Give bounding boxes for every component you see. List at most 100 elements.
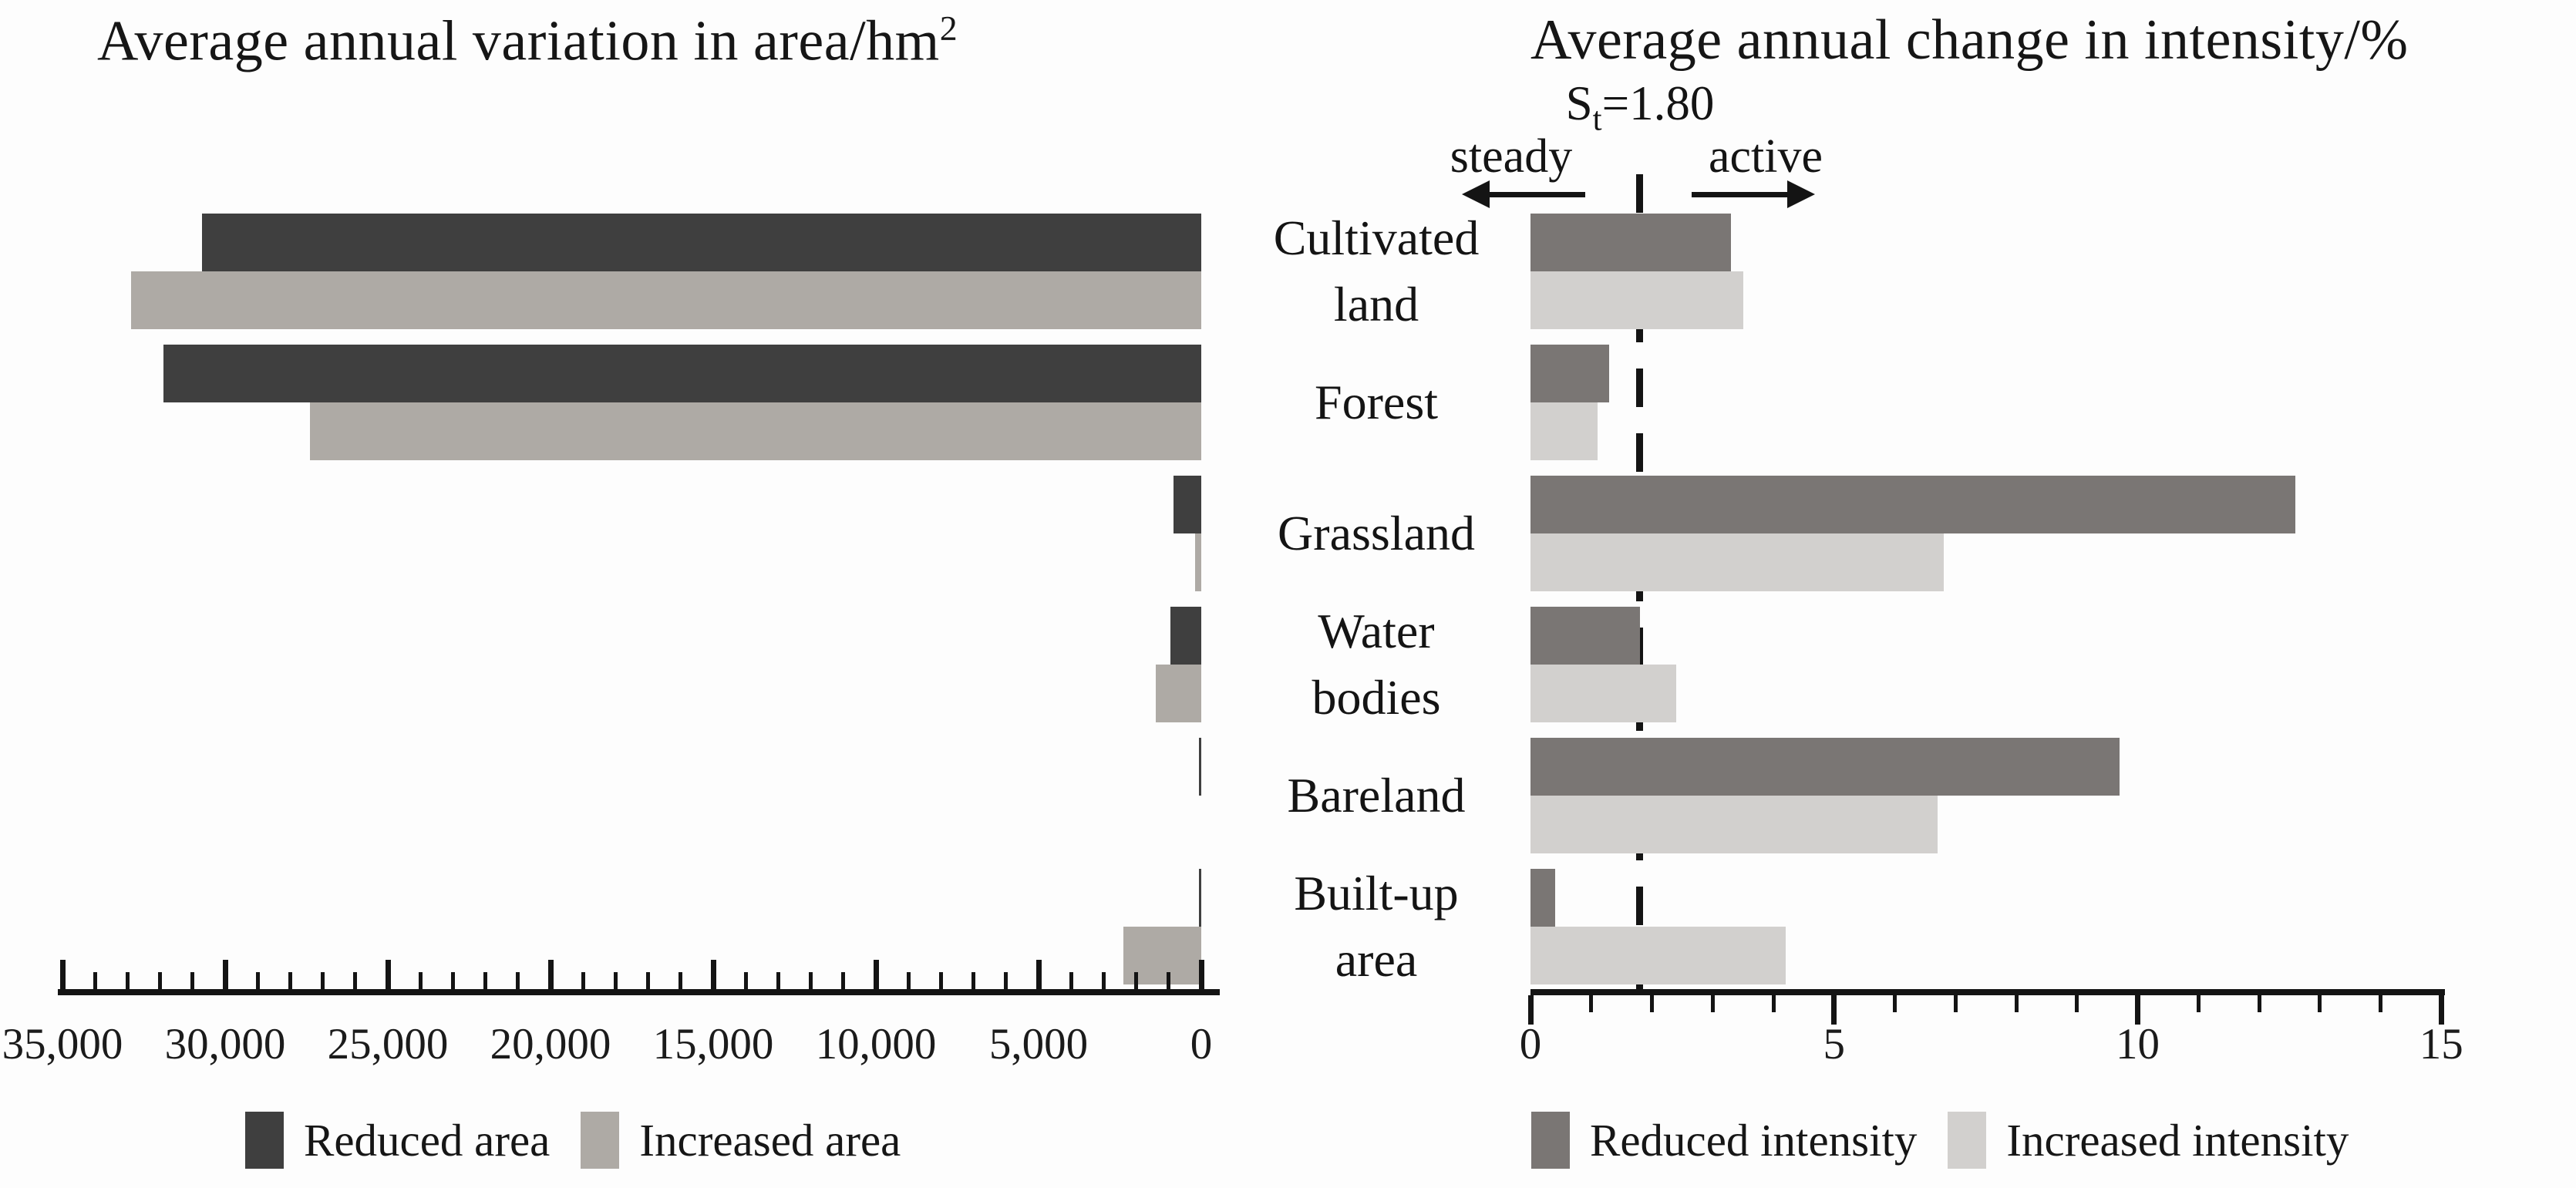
bar [1199, 738, 1201, 796]
bar [130, 271, 1201, 329]
increased-area-legend-label: Increased area [639, 1114, 901, 1166]
category-label: Grassland [1278, 506, 1475, 560]
bar [1530, 665, 1676, 722]
axis-tick-minor [125, 972, 130, 989]
axis-tick-major [1198, 960, 1204, 989]
axis-line [1530, 989, 2445, 995]
bar [1530, 796, 1938, 853]
steady-arrow-icon [1462, 180, 1587, 208]
axis-tick-minor [190, 972, 195, 989]
steady-arrow-line [1485, 192, 1585, 197]
active-arrow-icon [1690, 180, 1815, 208]
axis-tick-minor [2318, 995, 2322, 1012]
axis-tick-label: 5,000 [988, 1020, 1089, 1069]
category-label: Water bodies [1312, 604, 1441, 725]
bar [1530, 271, 1743, 329]
axis-tick-label: 0 [1190, 1020, 1213, 1069]
axis-tick-minor [483, 972, 488, 989]
axis-tick-label: 10 [2116, 1020, 2160, 1069]
threshold-label: St=1.80 [1470, 76, 1810, 139]
axis-tick-minor [906, 972, 911, 989]
category-label: Built-up area [1294, 866, 1459, 987]
axis-tick-minor [255, 972, 260, 989]
axis-tick-major [873, 960, 879, 989]
axis-tick-label: 0 [1519, 1020, 1542, 1069]
bar [1530, 214, 1731, 271]
axis-tick-minor [2075, 995, 2079, 1012]
axis-tick-minor [971, 972, 976, 989]
bar [1199, 869, 1201, 927]
threshold-label-value: =1.80 [1601, 76, 1715, 130]
axis-tick-minor [353, 972, 358, 989]
axis-tick-minor [93, 972, 97, 989]
axis-line [58, 989, 1220, 995]
active-arrow-line [1692, 192, 1792, 197]
axis-tick-minor [1589, 995, 1594, 1012]
increased-intensity-legend-label: Increased intensity [2006, 1114, 2349, 1166]
bar [1155, 665, 1201, 722]
axis-tick-major [59, 960, 66, 989]
axis-tick-major [710, 960, 716, 989]
axis-tick-label: 25,000 [327, 1020, 449, 1069]
threshold-label-subscript: t [1592, 101, 1602, 138]
axis-tick-minor [418, 972, 423, 989]
bar [1530, 476, 2296, 533]
axis-tick-minor [321, 972, 325, 989]
bar [1530, 738, 2120, 796]
axis-tick-minor [1953, 995, 1958, 1012]
axis-tick-label: 20,000 [490, 1020, 611, 1069]
bar [1530, 927, 1786, 984]
axis-tick-label: 15,000 [652, 1020, 774, 1069]
bar [1174, 476, 1201, 533]
bar [202, 214, 1201, 271]
bar [1530, 607, 1640, 665]
axis-tick-major [2135, 995, 2140, 1025]
axis-tick-major [547, 960, 554, 989]
steady-label: steady [1450, 130, 1573, 183]
bar [163, 345, 1201, 402]
axis-tick-minor [2379, 995, 2382, 1012]
right-chart-title: Average annual change in intensity/% [1530, 8, 2409, 72]
title-superscript: 2 [939, 8, 958, 48]
axis-tick-major [385, 960, 391, 989]
bar [1530, 402, 1598, 460]
axis-tick-label: 5 [1823, 1020, 1846, 1069]
axis-tick-minor [809, 972, 813, 989]
axis-tick-minor [743, 972, 748, 989]
axis-tick-minor [2196, 995, 2201, 1012]
category-label: Bareland [1287, 768, 1466, 823]
bar [1530, 345, 1610, 402]
left-chart-legend: Reduced area Increased area [245, 1112, 901, 1169]
axis-tick-major [1527, 995, 1534, 1025]
axis-tick-label: 15 [2419, 1020, 2463, 1069]
bar [1170, 607, 1201, 665]
axis-tick-major [1831, 995, 1837, 1025]
axis-tick-minor [938, 972, 943, 989]
axis-tick-major [222, 960, 228, 989]
axis-tick-minor [2014, 995, 2019, 1012]
axis-tick-minor [1893, 995, 1897, 1012]
bar [1530, 533, 1944, 591]
bar [309, 402, 1201, 460]
axis-tick-minor [841, 972, 846, 989]
right-chart-legend: Reduced intensity Increased intensity [1531, 1112, 2349, 1169]
axis-tick-minor [1771, 995, 1776, 1012]
axis-tick-label: 30,000 [164, 1020, 286, 1069]
active-arrow-head [1787, 180, 1815, 208]
axis-tick-major [2438, 995, 2444, 1025]
axis-tick-label: 10,000 [815, 1020, 937, 1069]
axis-tick-label: 35,000 [2, 1020, 123, 1069]
category-label: Cultivated land [1273, 210, 1480, 331]
bar [1194, 533, 1201, 591]
category-label: Forest [1315, 375, 1438, 429]
axis-tick-minor [1650, 995, 1654, 1012]
axis-tick-minor [581, 972, 585, 989]
axis-tick-minor [516, 972, 520, 989]
threshold-label-symbol: S [1565, 76, 1593, 130]
axis-tick-minor [288, 972, 292, 989]
active-label: active [1708, 130, 1823, 183]
axis-tick-minor [646, 972, 651, 989]
axis-tick-minor [776, 972, 780, 989]
left-chart-title: Average annual variation in area/hm2 [97, 8, 958, 75]
